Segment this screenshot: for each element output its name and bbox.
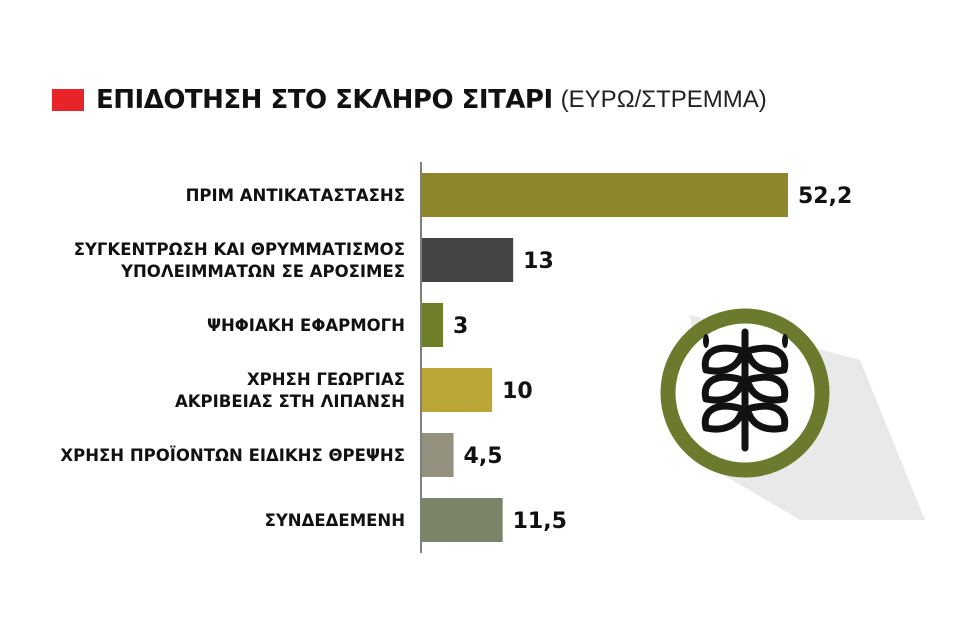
chart-header: ΕΠΙΔΟΤΗΣΗ ΣΤΟ ΣΚΛΗΡΟ ΣΙΤΑΡΙ (ΕΥΡΩ/ΣΤΡΕΜΜ… [52,80,767,120]
chart-title: ΕΠΙΔΟΤΗΣΗ ΣΤΟ ΣΚΛΗΡΟ ΣΙΤΑΡΙ [96,85,553,115]
category-label-4: ΧΡΗΣΗ ΠΡΟΪΟΝΤΩΝ ΕΙΔΙΚΗΣ ΘΡΕΨΗΣ [60,446,405,465]
value-label-2: 3 [453,314,468,339]
chart-unit: (ΕΥΡΩ/ΣΤΡΕΜΜΑ) [560,86,767,113]
bar-5 [422,498,503,542]
bar-1 [422,238,514,282]
wheat-icon [660,308,925,520]
bar-0 [422,173,788,217]
category-label-2: ΨΗΦΙΑΚΗ ΕΦΑΡΜΟΓΗ [207,316,405,335]
wheat-sparks [703,334,788,348]
bar-4 [422,433,454,477]
category-label-3-line-1: ΑΚΡΙΒΕΙΑΣ ΣΤΗ ΛΙΠΑΝΣΗ [175,392,405,411]
value-label-4: 4,5 [464,444,503,469]
category-label-1-line-1: ΥΠΟΛΕΙΜΜΑΤΩΝ ΣΕ ΑΡΟΣΙΜΕΣ [120,262,405,281]
category-label-0: ΠΡΙΜ ΑΝΤΙΚΑΤΑΣΤΑΣΗΣ [186,186,405,205]
category-label-5: ΣΥΝΔΕΔΕΜΕΝΗ [265,511,405,530]
title-marker [52,89,84,111]
value-label-1: 13 [523,249,554,274]
category-label-1-line-0: ΣΥΓΚΕΝΤΡΩΣΗ ΚΑΙ ΘΡΥΜΜΑΤΙΣΜΟΣ [74,240,405,259]
category-label-3-line-0: ΧΡΗΣΗ ΓΕΩΡΓΙΑΣ [247,370,405,389]
wheat-glyph [701,328,789,452]
bar-2 [422,303,444,347]
value-label-3: 10 [502,379,533,404]
bars: 52,2 ΠΡΙΜ ΑΝΤΙΚΑΤΑΣΤΑΣΗΣ 13 ΣΥΓΚΕΝΤΡΩΣΗ ΚΑΙ… [60,173,852,542]
value-label-5: 11,5 [513,509,567,534]
value-label-0: 52,2 [798,184,852,209]
bar-3 [422,368,493,412]
